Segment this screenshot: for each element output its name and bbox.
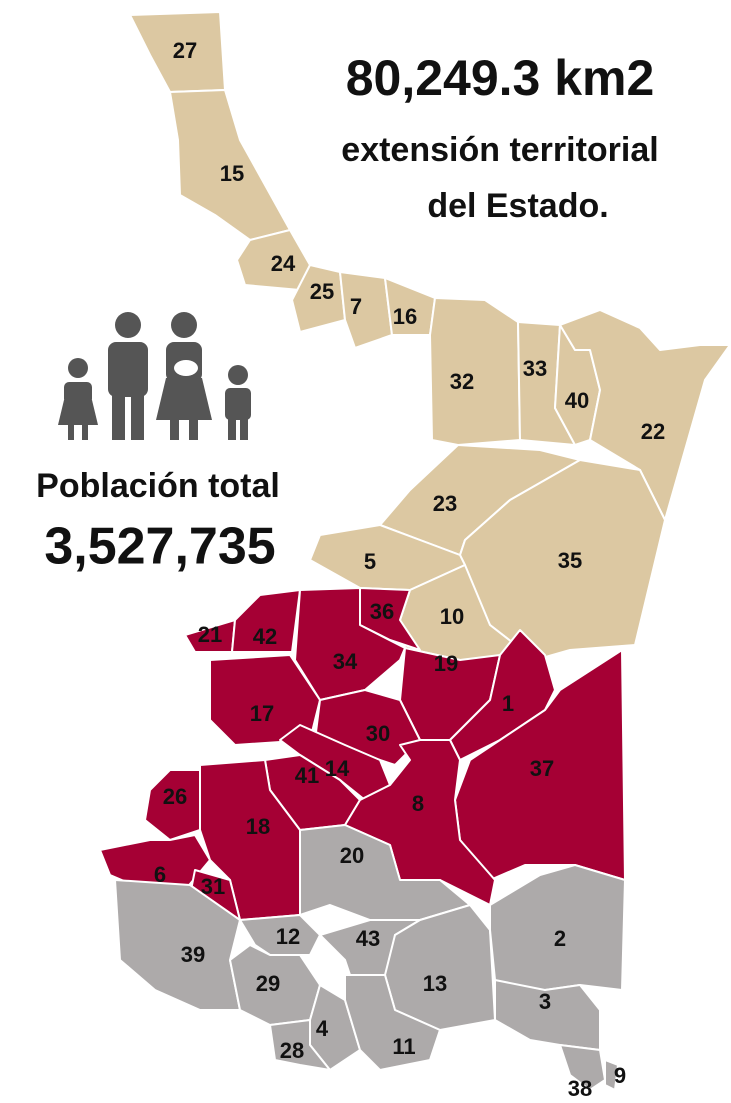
region-label: 28	[280, 1038, 304, 1063]
region-label: 17	[250, 701, 274, 726]
region-label: 19	[434, 651, 458, 676]
region	[291, 264, 346, 333]
region-label: 30	[366, 721, 390, 746]
region-label: 10	[440, 604, 464, 629]
region	[604, 1059, 619, 1091]
region-label: 40	[565, 388, 589, 413]
region-label: 41	[295, 763, 319, 788]
region-label: 37	[530, 756, 554, 781]
region	[339, 271, 393, 349]
region-label: 29	[256, 971, 280, 996]
region	[269, 1019, 331, 1071]
region-label: 2	[554, 926, 566, 951]
region-label: 25	[310, 279, 334, 304]
region-label: 43	[356, 926, 380, 951]
region-label: 1	[502, 691, 514, 716]
region	[454, 649, 626, 881]
region-label: 15	[220, 161, 244, 186]
region-label: 4	[316, 1016, 329, 1041]
region	[344, 974, 441, 1071]
population-label: Población total	[36, 467, 280, 505]
region-label: 6	[154, 862, 166, 887]
region-label: 21	[198, 622, 222, 647]
region-label: 9	[614, 1063, 626, 1088]
regions	[99, 11, 731, 1091]
region-label: 16	[393, 304, 417, 329]
region-label: 32	[450, 369, 474, 394]
region-label: 24	[271, 251, 296, 276]
region-label: 39	[181, 942, 205, 967]
family-icon	[58, 312, 251, 440]
region-label: 31	[201, 874, 225, 899]
region-label: 22	[641, 419, 665, 444]
area-caption: del Estado.	[427, 187, 608, 225]
region-label: 12	[276, 924, 300, 949]
region-label: 11	[392, 1034, 415, 1059]
region-label: 34	[333, 649, 358, 674]
region-label: 3	[539, 989, 551, 1014]
region-label: 7	[350, 294, 362, 319]
region-label: 18	[246, 814, 270, 839]
population-value: 3,527,735	[44, 518, 275, 576]
region-label: 23	[433, 491, 457, 516]
region-label: 33	[523, 356, 547, 381]
region-label: 35	[558, 548, 582, 573]
region-label: 42	[253, 624, 277, 649]
region-label: 14	[325, 756, 350, 781]
area-value: 80,249.3 km2	[346, 50, 655, 106]
region	[239, 914, 321, 956]
region-label: 27	[173, 38, 197, 63]
region	[559, 1044, 606, 1091]
region-label: 38	[568, 1076, 592, 1101]
region	[231, 589, 301, 653]
region-label: 36	[370, 599, 394, 624]
region-label: 20	[340, 843, 364, 868]
region	[559, 309, 731, 521]
region-label: 5	[364, 549, 376, 574]
region-label: 13	[423, 971, 447, 996]
region	[429, 297, 521, 446]
region-label: 26	[163, 784, 187, 809]
region-label: 8	[412, 791, 424, 816]
area-caption: extensión territorial	[341, 131, 658, 169]
